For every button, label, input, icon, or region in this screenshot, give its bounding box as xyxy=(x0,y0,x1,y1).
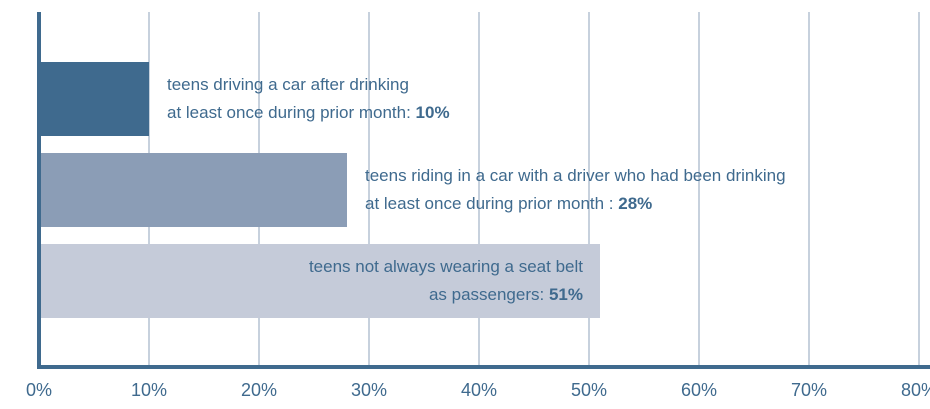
category-label: as passengers: xyxy=(429,285,544,304)
x-tick-label: 40% xyxy=(461,380,497,400)
category-label: teens riding in a car with a driver who … xyxy=(365,166,786,185)
bar xyxy=(39,244,600,318)
category-label: teens driving a car after drinking xyxy=(167,75,409,94)
x-tick-label: 60% xyxy=(681,380,717,400)
value-label: 28% xyxy=(618,194,652,213)
bar-label: at least once during prior month : 28% xyxy=(365,194,652,213)
category-label: at least once during prior month : xyxy=(365,194,614,213)
bar xyxy=(39,62,149,136)
bar-label: as passengers: 51% xyxy=(429,285,583,304)
bar-label: teens riding in a car with a driver who … xyxy=(365,166,786,185)
bar xyxy=(39,153,347,227)
category-label: at least once during prior month: xyxy=(167,103,411,122)
x-tick-label: 20% xyxy=(241,380,277,400)
bar-label: at least once during prior month: 10% xyxy=(167,103,450,122)
x-tick-label: 80% xyxy=(901,380,930,400)
x-tick-label: 70% xyxy=(791,380,827,400)
bar-label: teens driving a car after drinking xyxy=(167,75,409,94)
x-tick-label: 10% xyxy=(131,380,167,400)
x-tick-label: 0% xyxy=(26,380,52,400)
x-tick-label: 30% xyxy=(351,380,387,400)
x-tick-label: 50% xyxy=(571,380,607,400)
category-label: teens not always wearing a seat belt xyxy=(309,257,583,276)
value-label: 10% xyxy=(416,103,450,122)
value-label: 51% xyxy=(549,285,583,304)
bar-label: teens not always wearing a seat belt xyxy=(309,257,583,276)
